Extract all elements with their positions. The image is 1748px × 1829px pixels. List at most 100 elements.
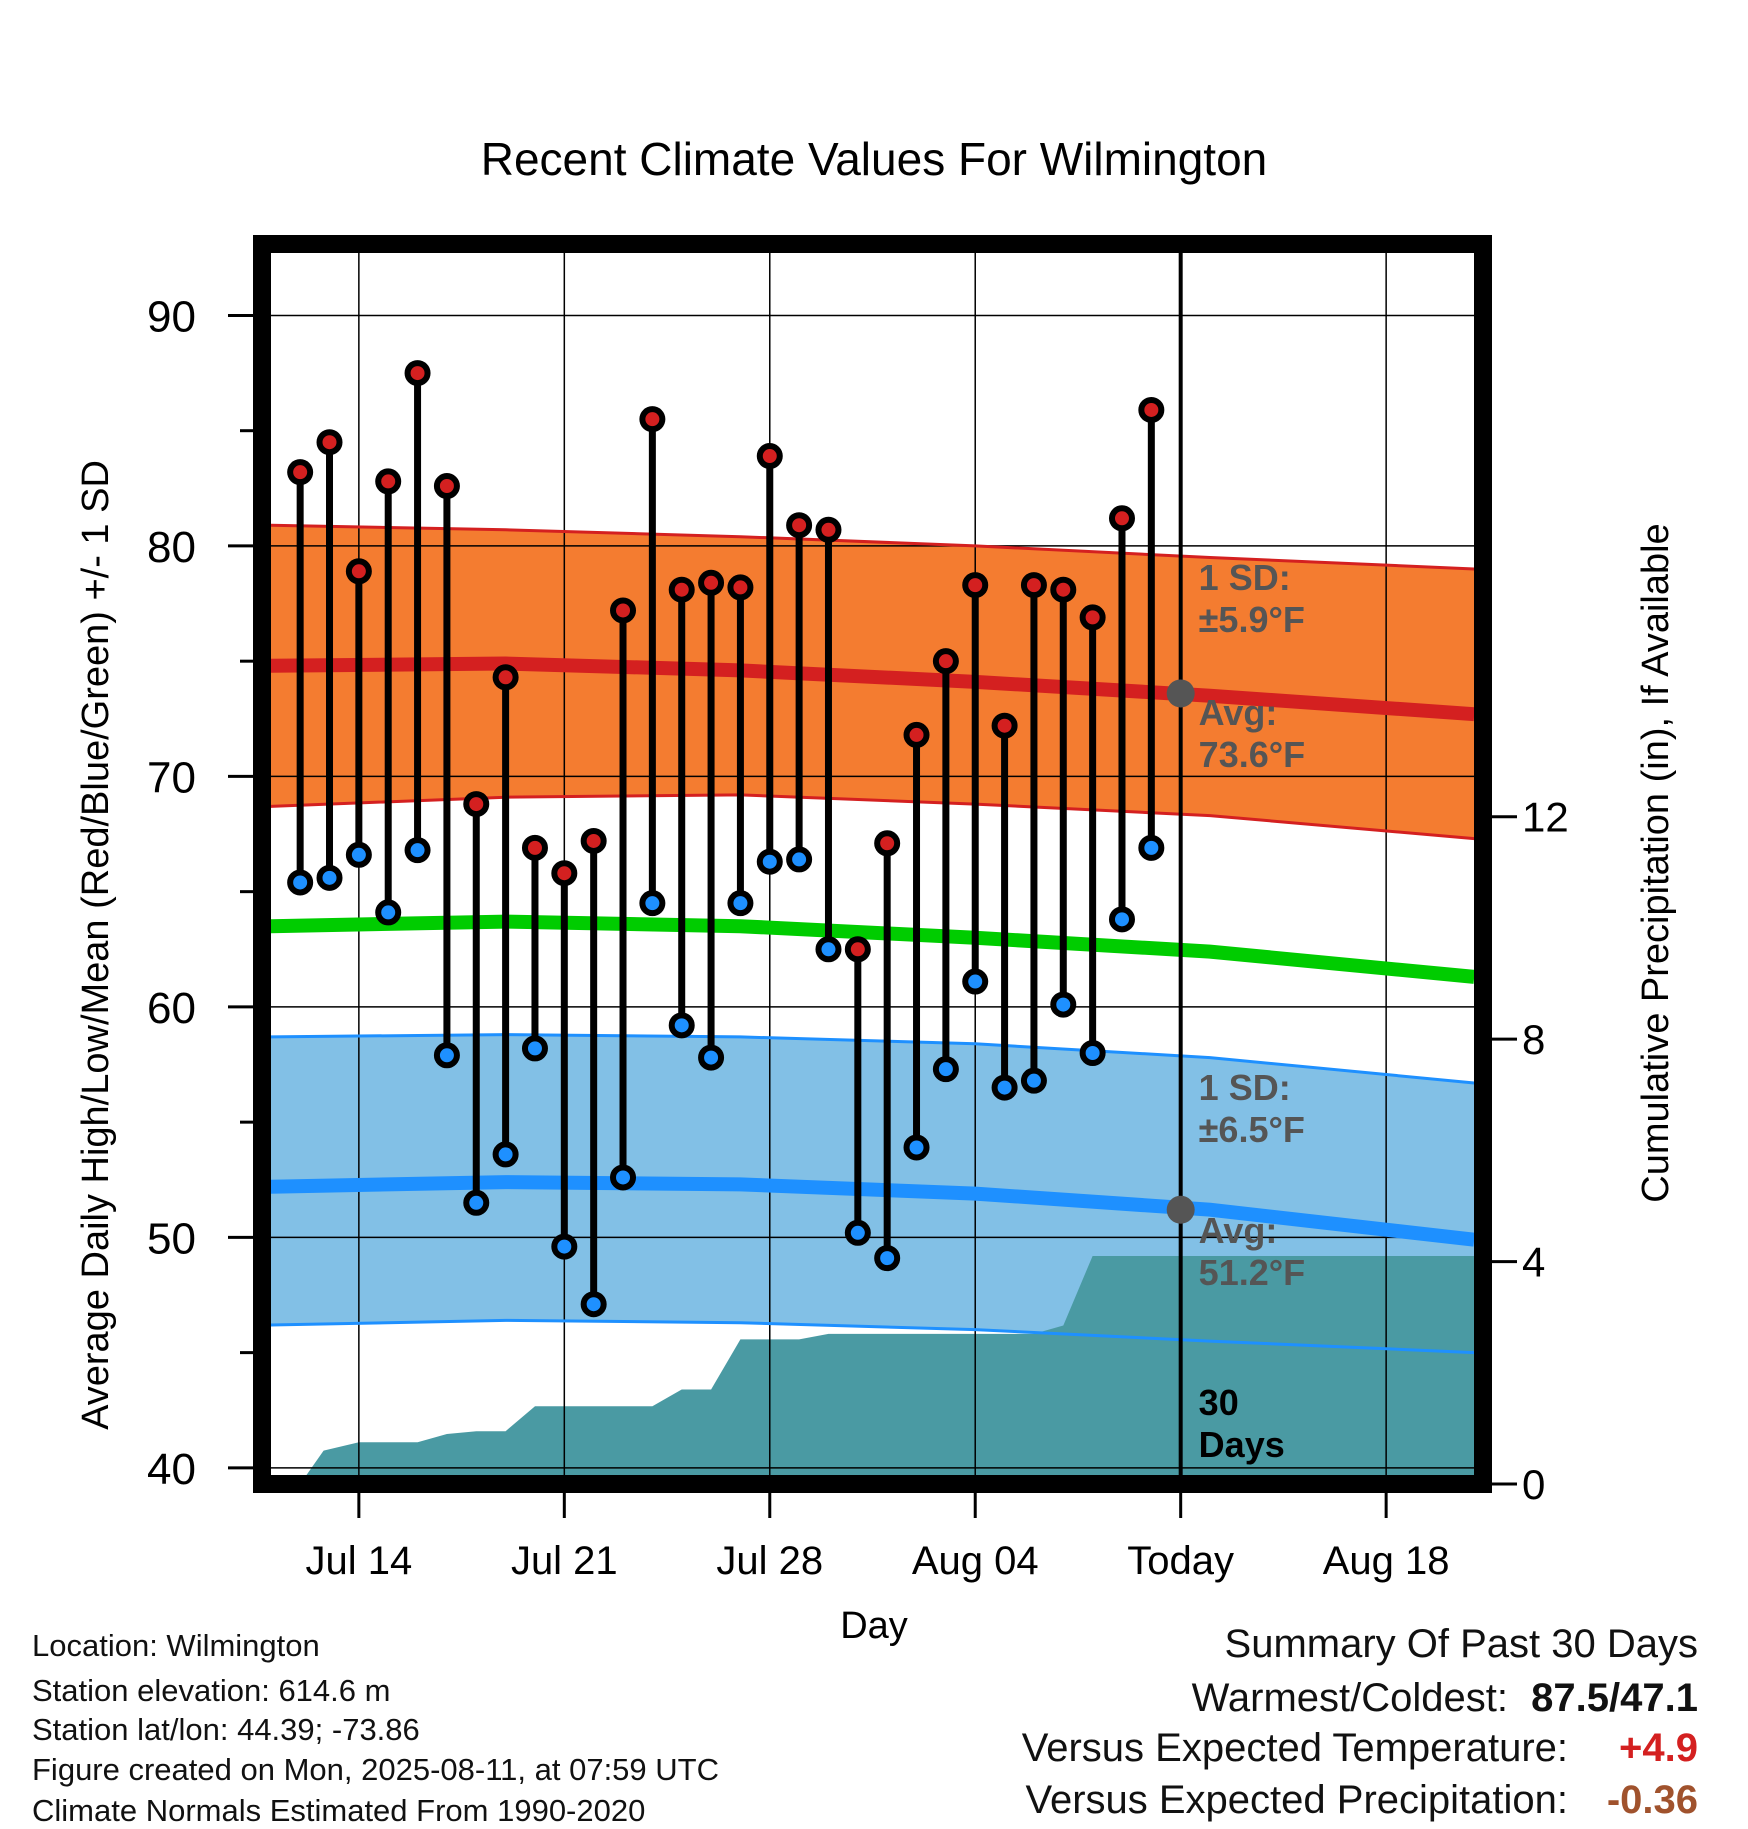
daily-low-point	[433, 1042, 460, 1069]
high-avg-line	[270, 656, 1475, 722]
daily-low-point	[727, 890, 754, 917]
daily-high-point	[316, 429, 343, 456]
daily-high-point	[815, 516, 842, 543]
summary-precip-value: -0.36	[1606, 1778, 1698, 1822]
daily-high-point	[492, 664, 519, 691]
summary-title: Summary Of Past 30 Days	[1224, 1622, 1698, 1666]
daily-high-point	[991, 712, 1018, 739]
daily-high-point	[345, 558, 372, 585]
daily-low-point	[521, 1035, 548, 1062]
y2-tick-label: 0	[1522, 1461, 1545, 1508]
x-axis-label: Day	[840, 1605, 908, 1647]
daily-low-point	[375, 899, 402, 926]
y-tick-label: 50	[147, 1214, 196, 1263]
daily-high-point	[433, 473, 460, 500]
y-tick-label: 80	[147, 523, 196, 572]
daily-low-point	[844, 1219, 871, 1246]
sd-edge-line	[270, 523, 1475, 571]
daily-high-point	[463, 791, 490, 818]
period-annotation: 30	[1199, 1382, 1239, 1423]
footer-created: Figure created on Mon, 2025-08-11, at 07…	[32, 1752, 719, 1787]
y2-axis-label: Cumulative Precipitation (in), If Availa…	[1635, 523, 1677, 1202]
daily-high-point	[551, 860, 578, 887]
high-sd-annotation: 1 SD:	[1199, 557, 1291, 598]
daily-high-point	[375, 468, 402, 495]
chart-title: Recent Climate Values For Wilmington	[481, 133, 1268, 185]
daily-high-point	[1138, 396, 1165, 423]
daily-low-point	[668, 1012, 695, 1039]
daily-low-point	[463, 1189, 490, 1216]
daily-high-point	[404, 360, 431, 387]
high-avg-annotation: 73.6°F	[1199, 734, 1305, 775]
daily-high-point	[610, 597, 637, 624]
y-tick-label: 90	[147, 292, 196, 341]
daily-high-point	[580, 827, 607, 854]
low-sd-annotation: ±6.5°F	[1199, 1109, 1305, 1150]
daily-low-point	[756, 848, 783, 875]
daily-high-point	[962, 572, 989, 599]
daily-high-point	[1020, 572, 1047, 599]
y2-tick-label: 8	[1522, 1016, 1545, 1063]
daily-low-point	[698, 1044, 725, 1071]
y-tick-label: 40	[147, 1445, 196, 1494]
sd-edge-line	[270, 1318, 1475, 1355]
mean-avg-line	[270, 914, 1475, 984]
footer-location: Location: Wilmington	[32, 1628, 320, 1663]
plot-content	[262, 244, 1483, 1484]
daily-high-point	[903, 721, 930, 748]
daily-high-point	[874, 830, 901, 857]
daily-high-point	[1079, 604, 1106, 631]
daily-low-point	[404, 837, 431, 864]
daily-low-point	[345, 841, 372, 868]
x-tick-label: Jul 14	[305, 1539, 412, 1583]
daily-high-point	[698, 569, 725, 596]
daily-low-point	[639, 890, 666, 917]
daily-low-point	[610, 1164, 637, 1191]
y2-tick-label: 4	[1522, 1239, 1545, 1286]
daily-low-point	[786, 846, 813, 873]
summary-warm-cold-value: 87.5/47.1	[1531, 1676, 1698, 1720]
daily-high-point	[727, 574, 754, 601]
high-avg-annotation: Avg:	[1199, 692, 1278, 733]
daily-low-point	[316, 864, 343, 891]
x-tick-label: Aug 18	[1323, 1539, 1450, 1583]
y-axis-label: Average Daily High/Low/Mean (Red/Blue/Gr…	[75, 460, 117, 1430]
low-sd-annotation: 1 SD:	[1199, 1067, 1291, 1108]
footer-latlon: Station lat/lon: 44.39; -73.86	[32, 1712, 420, 1747]
x-tick-label: Aug 04	[912, 1539, 1039, 1583]
y-tick-label: 60	[147, 984, 196, 1033]
daily-low-point	[1108, 906, 1135, 933]
daily-high-point	[932, 648, 959, 675]
footer-elevation: Station elevation: 614.6 m	[32, 1673, 391, 1708]
daily-low-point	[1050, 991, 1077, 1018]
daily-high-point	[1108, 505, 1135, 532]
plot-frame	[253, 235, 1492, 1493]
y-tick-label: 70	[147, 753, 196, 802]
today-low-avg-marker	[1166, 1195, 1195, 1224]
summary-temp-label: Versus Expected Temperature:	[1021, 1726, 1568, 1770]
daily-low-point	[580, 1291, 607, 1318]
daily-low-point	[903, 1134, 930, 1161]
high-sd-annotation: ±5.9°F	[1199, 599, 1305, 640]
daily-low-point	[874, 1245, 901, 1272]
period-annotation: Days	[1199, 1424, 1285, 1465]
daily-high-point	[844, 936, 871, 963]
daily-low-point	[1079, 1039, 1106, 1066]
x-tick-label: Jul 21	[511, 1539, 618, 1583]
daily-high-point	[756, 443, 783, 470]
footer-normals: Climate Normals Estimated From 1990-2020	[32, 1793, 646, 1828]
daily-low-point	[1138, 834, 1165, 861]
daily-high-point	[287, 459, 314, 486]
daily-low-point	[1020, 1067, 1047, 1094]
summary-warm-cold-label: Warmest/Coldest:	[1191, 1676, 1508, 1720]
daily-high-point	[521, 834, 548, 861]
daily-low-point	[492, 1141, 519, 1168]
daily-low-point	[287, 869, 314, 896]
daily-high-point	[668, 576, 695, 603]
y2-tick-label: 12	[1522, 794, 1569, 841]
daily-high-point	[1050, 576, 1077, 603]
daily-high-point	[639, 406, 666, 433]
low-avg-annotation: 51.2°F	[1199, 1252, 1305, 1293]
